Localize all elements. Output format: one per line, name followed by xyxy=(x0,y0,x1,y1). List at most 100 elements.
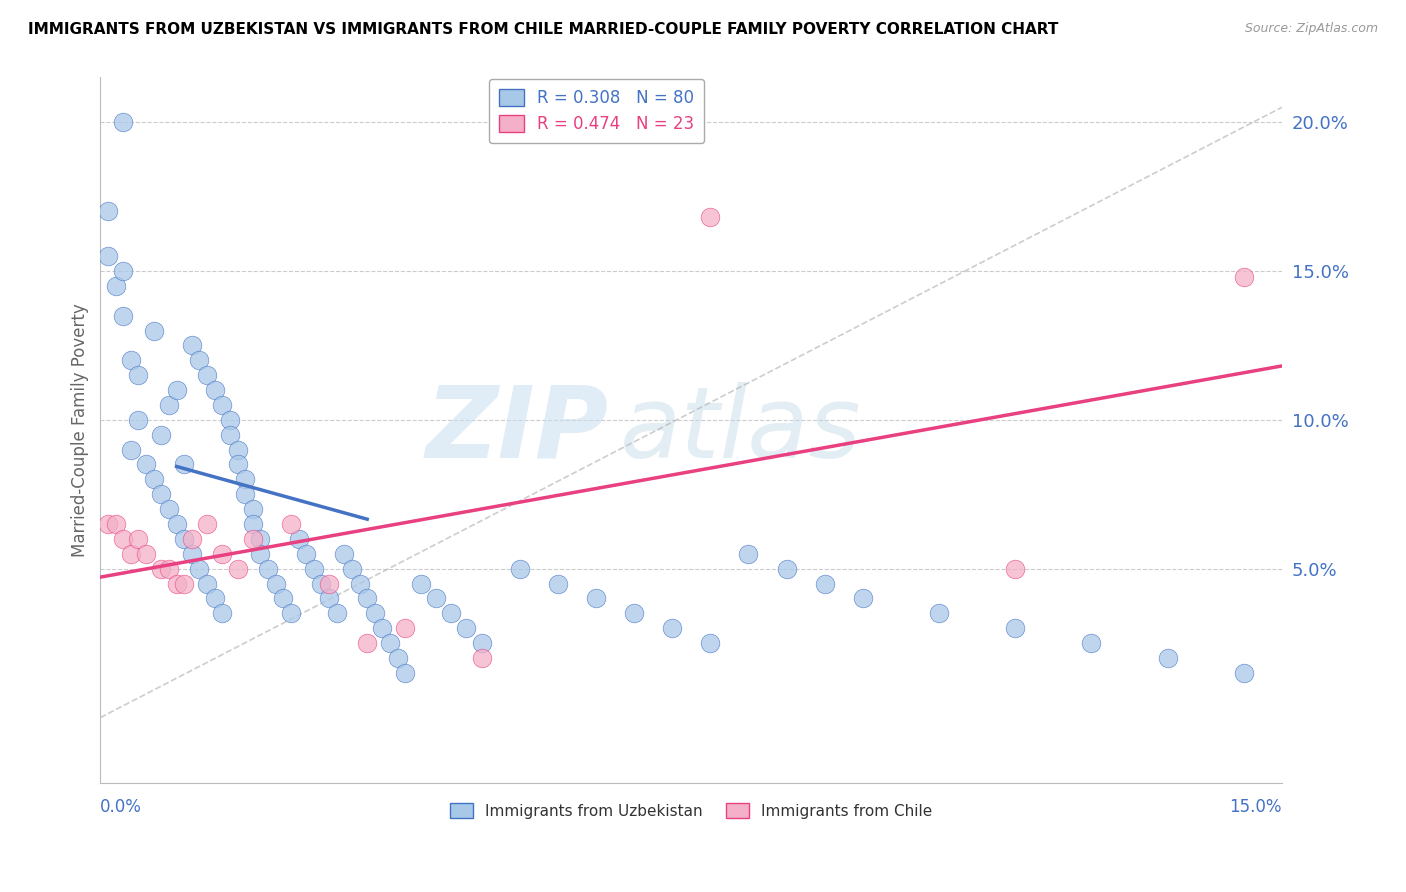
Point xyxy=(349,576,371,591)
Point xyxy=(226,442,249,457)
Point xyxy=(1233,665,1256,680)
Point xyxy=(150,562,173,576)
Legend: Immigrants from Uzbekistan, Immigrants from Chile: Immigrants from Uzbekistan, Immigrants f… xyxy=(444,797,938,825)
Point xyxy=(112,115,135,129)
Point xyxy=(852,591,875,606)
Point xyxy=(195,516,218,531)
Point xyxy=(318,576,340,591)
Point xyxy=(661,621,683,635)
Text: 15.0%: 15.0% xyxy=(1230,798,1282,816)
Point xyxy=(104,278,127,293)
Point xyxy=(157,502,180,516)
Point xyxy=(120,442,142,457)
Text: 0.0%: 0.0% xyxy=(100,798,142,816)
Point xyxy=(166,576,188,591)
Point xyxy=(120,353,142,368)
Y-axis label: Married-Couple Family Poverty: Married-Couple Family Poverty xyxy=(72,303,89,558)
Point xyxy=(249,547,271,561)
Point xyxy=(623,607,645,621)
Point xyxy=(242,516,264,531)
Point xyxy=(166,516,188,531)
Point xyxy=(97,249,120,263)
Point xyxy=(112,264,135,278)
Point xyxy=(242,502,264,516)
Point xyxy=(219,427,242,442)
Point xyxy=(340,562,363,576)
Point xyxy=(1004,562,1026,576)
Point xyxy=(97,516,120,531)
Point xyxy=(150,427,173,442)
Point xyxy=(173,458,195,472)
Point xyxy=(333,547,356,561)
Point xyxy=(356,636,378,650)
Point xyxy=(195,576,218,591)
Point xyxy=(928,607,950,621)
Point xyxy=(157,398,180,412)
Point xyxy=(226,562,249,576)
Point xyxy=(204,591,226,606)
Point xyxy=(180,547,202,561)
Point xyxy=(371,621,394,635)
Point xyxy=(211,547,233,561)
Point xyxy=(273,591,295,606)
Point xyxy=(173,576,195,591)
Text: IMMIGRANTS FROM UZBEKISTAN VS IMMIGRANTS FROM CHILE MARRIED-COUPLE FAMILY POVERT: IMMIGRANTS FROM UZBEKISTAN VS IMMIGRANTS… xyxy=(28,22,1059,37)
Point xyxy=(127,368,149,383)
Point xyxy=(127,532,149,546)
Point xyxy=(104,516,127,531)
Point xyxy=(547,576,569,591)
Point xyxy=(280,516,302,531)
Point xyxy=(311,576,333,591)
Point xyxy=(1233,269,1256,284)
Point xyxy=(585,591,607,606)
Point xyxy=(142,472,165,486)
Point xyxy=(1157,651,1180,665)
Point xyxy=(112,532,135,546)
Point xyxy=(188,562,211,576)
Point xyxy=(135,547,157,561)
Point xyxy=(737,547,759,561)
Point xyxy=(127,413,149,427)
Point xyxy=(699,636,721,650)
Point xyxy=(394,665,416,680)
Point xyxy=(699,211,721,225)
Point xyxy=(425,591,447,606)
Point xyxy=(180,532,202,546)
Point xyxy=(471,636,494,650)
Point xyxy=(180,338,202,352)
Point xyxy=(264,576,287,591)
Point xyxy=(211,607,233,621)
Point xyxy=(814,576,837,591)
Point xyxy=(318,591,340,606)
Point xyxy=(173,532,195,546)
Point xyxy=(280,607,302,621)
Point xyxy=(219,413,242,427)
Point xyxy=(456,621,478,635)
Point xyxy=(249,532,271,546)
Point xyxy=(287,532,309,546)
Point xyxy=(440,607,463,621)
Point xyxy=(195,368,218,383)
Point xyxy=(325,607,347,621)
Point xyxy=(166,383,188,397)
Point xyxy=(112,309,135,323)
Point xyxy=(142,324,165,338)
Point xyxy=(233,487,256,501)
Point xyxy=(302,562,325,576)
Text: Source: ZipAtlas.com: Source: ZipAtlas.com xyxy=(1244,22,1378,36)
Point xyxy=(242,532,264,546)
Point xyxy=(1004,621,1026,635)
Point xyxy=(295,547,318,561)
Point xyxy=(409,576,432,591)
Point xyxy=(1080,636,1102,650)
Point xyxy=(257,562,280,576)
Point xyxy=(364,607,387,621)
Point xyxy=(204,383,226,397)
Point xyxy=(394,621,416,635)
Point xyxy=(509,562,531,576)
Point xyxy=(378,636,401,650)
Point xyxy=(775,562,797,576)
Point xyxy=(211,398,233,412)
Point xyxy=(150,487,173,501)
Point xyxy=(97,204,120,219)
